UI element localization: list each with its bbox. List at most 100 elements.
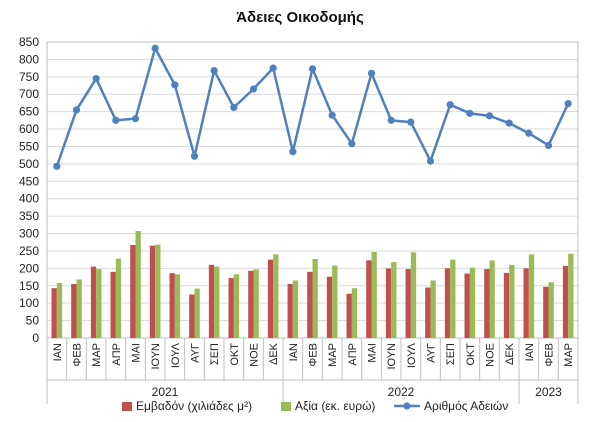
x-tick-label: ΔΕΚ [504, 342, 516, 365]
x-tick-label: ΦΕΒ [308, 343, 320, 366]
bar-value [430, 280, 436, 338]
y-tick-label: 350 [19, 209, 39, 223]
legend-swatch [122, 402, 132, 411]
bar-value [135, 231, 141, 338]
y-tick-label: 850 [19, 35, 39, 49]
x-tick-label: ΙΟΥΝ [150, 343, 162, 370]
x-tick-label: ΜΑΡ [327, 343, 339, 367]
bar-value [489, 260, 495, 338]
line-point [112, 116, 120, 124]
bar-area [267, 259, 274, 338]
line-point [525, 129, 533, 137]
line-point [485, 112, 494, 120]
bar-value [174, 274, 181, 338]
x-tick-label: ΝΟΕ [249, 343, 261, 367]
bar-area [130, 245, 136, 338]
bar-area [228, 278, 234, 338]
bar-value [410, 252, 417, 338]
bar-value [568, 253, 574, 338]
bar-area [346, 293, 352, 338]
bar-area [248, 270, 254, 338]
line-point [171, 81, 179, 89]
bar-area [326, 276, 333, 338]
bar-area [366, 260, 372, 338]
bar-value [548, 282, 554, 338]
bar-area [208, 264, 215, 338]
bar-area [464, 273, 470, 338]
line-point [190, 152, 199, 160]
line-point [348, 140, 356, 148]
y-tick-label: 400 [19, 192, 39, 206]
bar-area [169, 273, 175, 338]
bar-value [509, 264, 515, 338]
bar-value [194, 288, 200, 338]
line-point [269, 64, 277, 72]
bar-area [523, 268, 529, 338]
y-tick-label: 500 [19, 157, 39, 171]
x-tick-label: ΟΚΤ [465, 343, 477, 366]
line-point [328, 111, 336, 119]
year-label: 2023 [535, 385, 562, 399]
x-tick-label: ΑΠΡ [347, 343, 359, 366]
line-point [92, 74, 100, 83]
x-tick-label: ΝΟΕ [485, 343, 497, 367]
line-series [53, 44, 572, 170]
legend-swatch [281, 402, 291, 411]
y-axis: 0 50 100 150 200 250 300 350 400 450 500 550 600 650 7… [19, 35, 39, 345]
legend-label: Αξία (εκ. ευρώ) [295, 399, 375, 413]
chart-title: Άδειες Οικοδομής [236, 9, 364, 26]
year-label: 2022 [388, 385, 415, 399]
bar-value [115, 258, 122, 338]
bar-value [391, 262, 397, 338]
line-point [230, 103, 238, 112]
y-tick-label: 750 [19, 70, 39, 84]
line-point [131, 115, 140, 123]
bar-value [528, 254, 535, 338]
bar-value [292, 280, 299, 338]
bar-value [312, 258, 318, 338]
line-point [249, 85, 258, 93]
line-point [210, 66, 218, 75]
y-tick-label: 100 [19, 296, 39, 310]
y-tick-label: 700 [19, 87, 39, 101]
bar-value [469, 267, 476, 338]
x-tick-label: ΑΥΓ [426, 343, 438, 363]
line-point [151, 44, 159, 52]
bar-area [562, 265, 569, 338]
bar-area [503, 272, 510, 338]
bar-area [287, 284, 293, 338]
line-point [466, 109, 474, 117]
x-tick-label: ΣΕΠ [445, 343, 457, 365]
x-tick-label: ΙΑΝ [52, 343, 64, 361]
y-tick-label: 0 [32, 331, 39, 345]
bar-area [385, 268, 392, 338]
x-tick-label: ΑΠΡ [111, 343, 123, 366]
bar-area [149, 245, 156, 338]
bar-area [189, 294, 195, 338]
bar-value [332, 265, 338, 338]
line-point [72, 106, 81, 114]
y-tick-label: 550 [19, 139, 39, 153]
bar-area [405, 269, 411, 338]
x-tick-label: ΙΟΥΛ [170, 342, 182, 368]
bar-value [76, 279, 82, 338]
y-tick-label: 150 [19, 279, 39, 293]
x-tick-label: ΦΕΒ [544, 343, 556, 366]
x-tick-label: ΜΑΡ [563, 343, 575, 367]
y-tick-label: 250 [19, 244, 39, 258]
bar-area [543, 286, 549, 338]
legend: Εμβαδόν (χιλιάδες μ²) Αξία (εκ. ευρώ) Αριθ… [122, 399, 508, 413]
x-tick-label: ΔΕΚ [268, 342, 280, 365]
x-tick-label: ΦΕΒ [72, 343, 84, 366]
bar-value [253, 269, 259, 338]
legend-swatch-marker [403, 402, 411, 410]
x-tick-label: ΑΥΓ [190, 343, 202, 363]
line-point [367, 69, 376, 77]
y-tick-label: 50 [26, 314, 40, 328]
bar-value [56, 282, 63, 338]
bars [51, 231, 574, 338]
y-tick-label: 450 [19, 174, 39, 188]
legend-label: Αριθμός Αδειών [424, 399, 508, 413]
